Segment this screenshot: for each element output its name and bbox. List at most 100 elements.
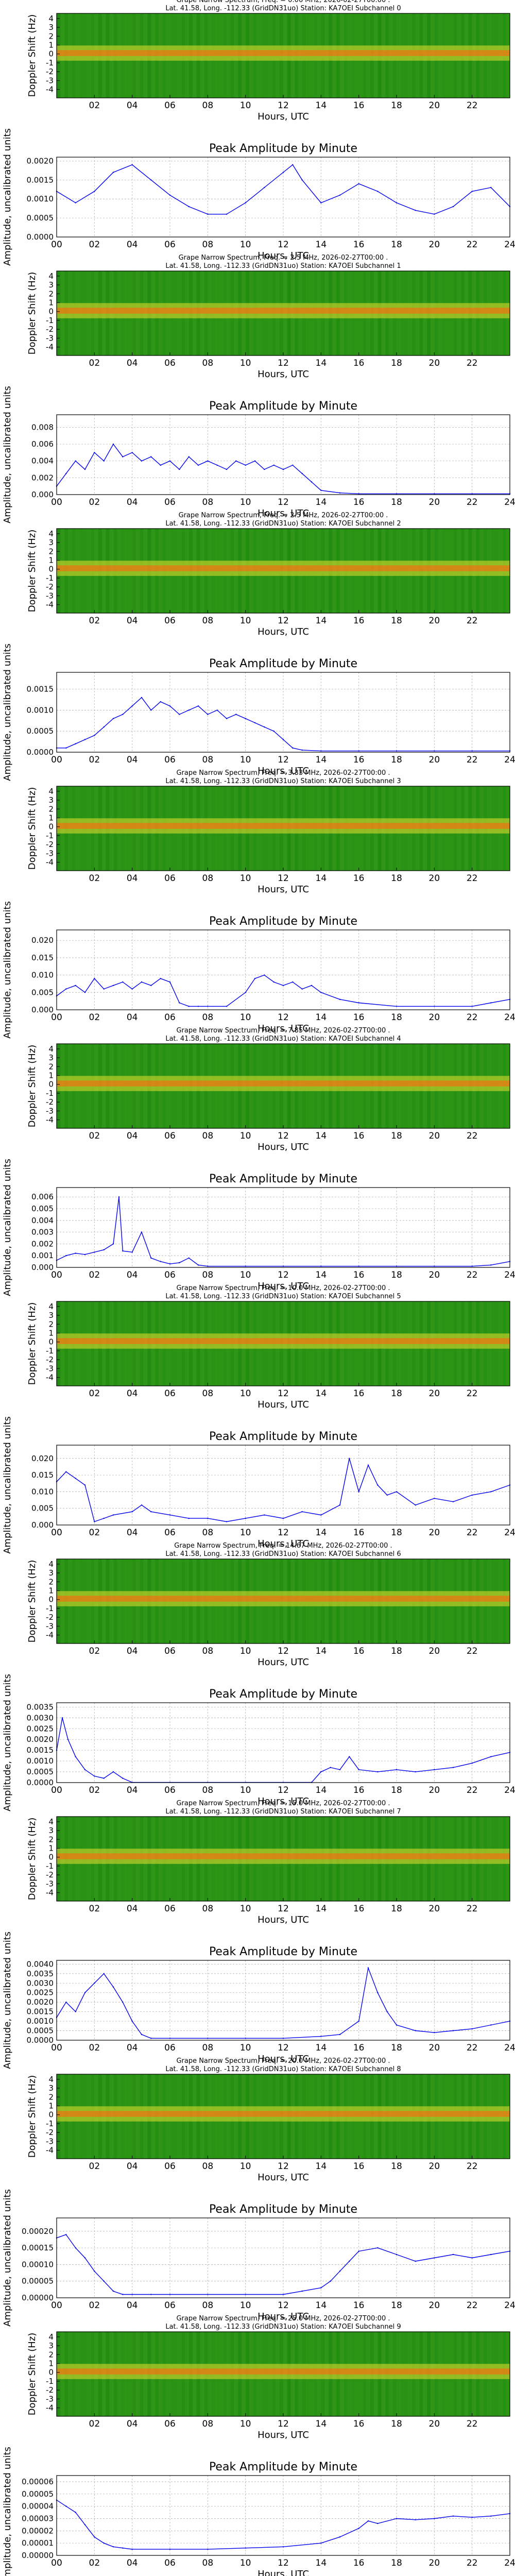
amplitude-point [226, 718, 228, 719]
amplitude-point [112, 2290, 114, 2292]
x-tick-label: 00 [51, 1528, 62, 1538]
y-tick-label: -3 [46, 591, 54, 600]
y-tick-label: -4 [46, 858, 54, 867]
x-tick-label: 12 [278, 1270, 289, 1280]
amplitude-point [188, 206, 190, 208]
y-tick-label: 0.00010 [22, 2260, 54, 2269]
y-tick-label: 0.0040 [27, 1959, 54, 1969]
x-tick-label: 20 [429, 755, 440, 765]
amplitude-point [358, 2528, 359, 2529]
heatmap-xlabel: Hours, UTC [258, 1399, 309, 1410]
amplitude-point [339, 194, 341, 196]
y-tick-label: 4 [48, 1817, 54, 1826]
heatmap-ylabel: Doppler Shift (Hz) [27, 1045, 38, 1128]
x-tick-label: 08 [202, 2043, 214, 2053]
y-tick-label: 0.015 [31, 953, 54, 962]
heatmap-xlabel: Hours, UTC [258, 1142, 309, 1153]
amplitude-point [75, 2512, 76, 2513]
x-tick-label: 10 [240, 755, 251, 765]
y-tick-label: 1 [48, 1844, 54, 1853]
x-tick-label: 08 [202, 1012, 214, 1023]
x-tick-label: 04 [127, 240, 138, 250]
amplitude-point [169, 1263, 171, 1265]
x-tick-label: 02 [89, 616, 100, 626]
amplitude-point [150, 985, 152, 987]
amplitude-point [103, 726, 105, 728]
x-tick-label: 08 [202, 1646, 214, 1656]
y-tick-label: 0.000 [31, 1263, 54, 1272]
amplitude-point [349, 1458, 350, 1459]
amplitude-point [65, 747, 67, 749]
amplitude-frame [56, 2217, 510, 2298]
amplitude-point [396, 750, 398, 752]
y-tick-label: -1 [46, 573, 54, 583]
x-tick-label: 06 [164, 616, 176, 626]
x-tick-label: 06 [164, 2161, 176, 2172]
amplitude-point [84, 2524, 86, 2526]
amplitude-point [358, 183, 359, 184]
amplitude-point [471, 2257, 473, 2259]
amplitude-point [490, 2515, 492, 2517]
y-tick-label: 4 [48, 272, 54, 281]
heatmap-carrier-line [57, 2368, 510, 2375]
y-tick-label: 1 [48, 556, 54, 565]
heatmap-xlabel: Hours, UTC [258, 2172, 309, 2183]
amplitude-point [122, 1777, 124, 1779]
amplitude-frame [56, 1702, 510, 1783]
amplitude-point [349, 1756, 350, 1757]
x-tick-label: 06 [164, 1012, 176, 1023]
amplitude-point [471, 1265, 473, 1267]
amplitude-point [490, 1491, 492, 1493]
y-tick-label: 0.0000 [27, 748, 54, 757]
x-tick-label: 22 [467, 358, 478, 368]
heatmap-panel: 02 04 06 08 10 12 14 16 18 20 2243210-1-2-3-4Grape… [27, 1542, 510, 1668]
x-tick-label: 06 [164, 2043, 176, 2053]
heatmap-xlabel: Hours, UTC [258, 1657, 309, 1668]
x-tick-label: 14 [316, 2043, 327, 2053]
y-tick-label: -2 [46, 582, 54, 591]
x-tick-label: 12 [278, 2300, 289, 2311]
x-tick-label: 22 [467, 1646, 478, 1656]
heatmap-frame [56, 1301, 510, 1386]
amplitude-point [103, 2280, 105, 2282]
y-tick-label: -3 [46, 2137, 54, 2146]
y-tick-label: 0.0005 [27, 2026, 54, 2036]
amplitude-point [94, 978, 95, 979]
heatmap-ylabel: Doppler Shift (Hz) [27, 787, 38, 870]
heatmap-title-line1: Grape Narrow Spectrum, Freq. = 0.06 MHz,… [176, 0, 390, 4]
x-tick-label: 14 [316, 1785, 327, 1795]
y-tick-label: -3 [46, 1106, 54, 1115]
amplitude-point [141, 460, 143, 462]
amplitude-point [415, 2260, 416, 2262]
amplitude-point [292, 464, 294, 466]
y-tick-label: 3 [48, 2341, 54, 2350]
y-tick-label: -4 [46, 600, 54, 609]
amplitude-point [197, 705, 199, 707]
y-tick-label: 3 [48, 1053, 54, 1062]
amplitude-point [273, 981, 274, 983]
amplitude-point [320, 489, 322, 491]
heatmap-title-line2: Lat. 41.58, Long. -112.33 (GridDN31uo) S… [165, 262, 401, 270]
y-tick-label: 0.0000 [27, 1778, 54, 1787]
amplitude-xlabel: Hours, UTC [258, 1281, 309, 1292]
amplitude-point [264, 187, 265, 189]
x-tick-label: 24 [504, 1528, 515, 1538]
amplitude-point [320, 1265, 322, 1267]
x-tick-label: 22 [467, 1904, 478, 1914]
x-tick-label: 10 [240, 616, 251, 626]
amplitude-xlabel: Hours, UTC [258, 1538, 309, 1549]
y-tick-label: 0.008 [31, 422, 54, 432]
heatmap-title-line1: Grape Narrow Spectrum, Freq. = 15.0 MHz,… [176, 1800, 390, 1807]
x-tick-label: 00 [51, 755, 62, 765]
x-tick-label: 18 [391, 2161, 402, 2172]
amplitude-point [339, 998, 341, 1001]
amplitude-point [358, 1769, 359, 1771]
heatmap-title-line1: Grape Narrow Spectrum, Freq. = 3.33 MHz,… [176, 769, 390, 777]
x-tick-label: 20 [429, 2161, 440, 2172]
amplitude-point [339, 2270, 341, 2272]
x-tick-label: 22 [467, 1528, 478, 1538]
x-tick-label: 16 [353, 2043, 365, 2053]
x-tick-label: 16 [353, 1785, 365, 1795]
y-tick-label: 0.0025 [27, 1724, 54, 1733]
y-tick-label: 2 [48, 547, 54, 556]
